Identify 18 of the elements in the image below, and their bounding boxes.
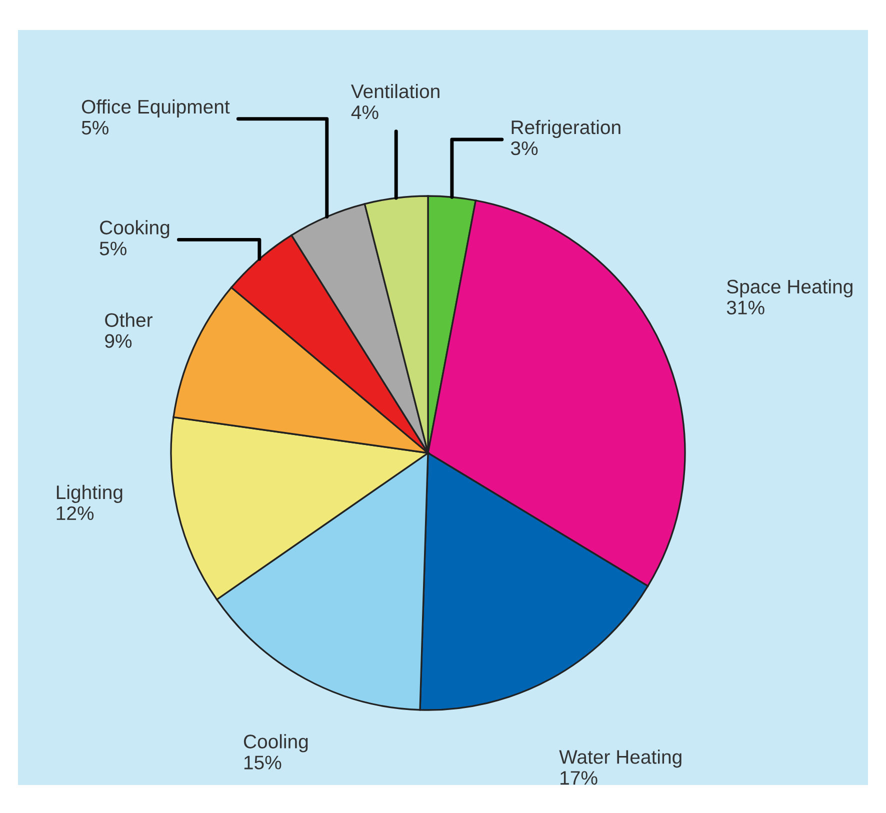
data-label: 5% bbox=[82, 120, 108, 135]
data-label: 15% bbox=[244, 756, 282, 770]
slice-label: Other bbox=[105, 312, 152, 327]
slice-label: Refrigeration bbox=[512, 120, 620, 138]
slice-label: Lighting bbox=[56, 484, 122, 503]
data-label: 3% bbox=[510, 141, 538, 156]
data-label: 4% bbox=[351, 105, 378, 120]
slice-label: Ventilation bbox=[350, 84, 440, 98]
slice-label: Cooking bbox=[100, 220, 170, 238]
data-label: 12% bbox=[56, 506, 94, 520]
slice-label: Space Heating bbox=[727, 279, 852, 298]
data-label: 5% bbox=[100, 242, 126, 256]
data-label: 17% bbox=[560, 771, 598, 785]
data-label: 9% bbox=[105, 334, 132, 348]
slice-label: Water Heating bbox=[559, 750, 682, 768]
data-label: 31% bbox=[726, 300, 764, 314]
slice-label: Office Equipment bbox=[82, 99, 230, 118]
slice-label: Cooling bbox=[244, 734, 308, 752]
